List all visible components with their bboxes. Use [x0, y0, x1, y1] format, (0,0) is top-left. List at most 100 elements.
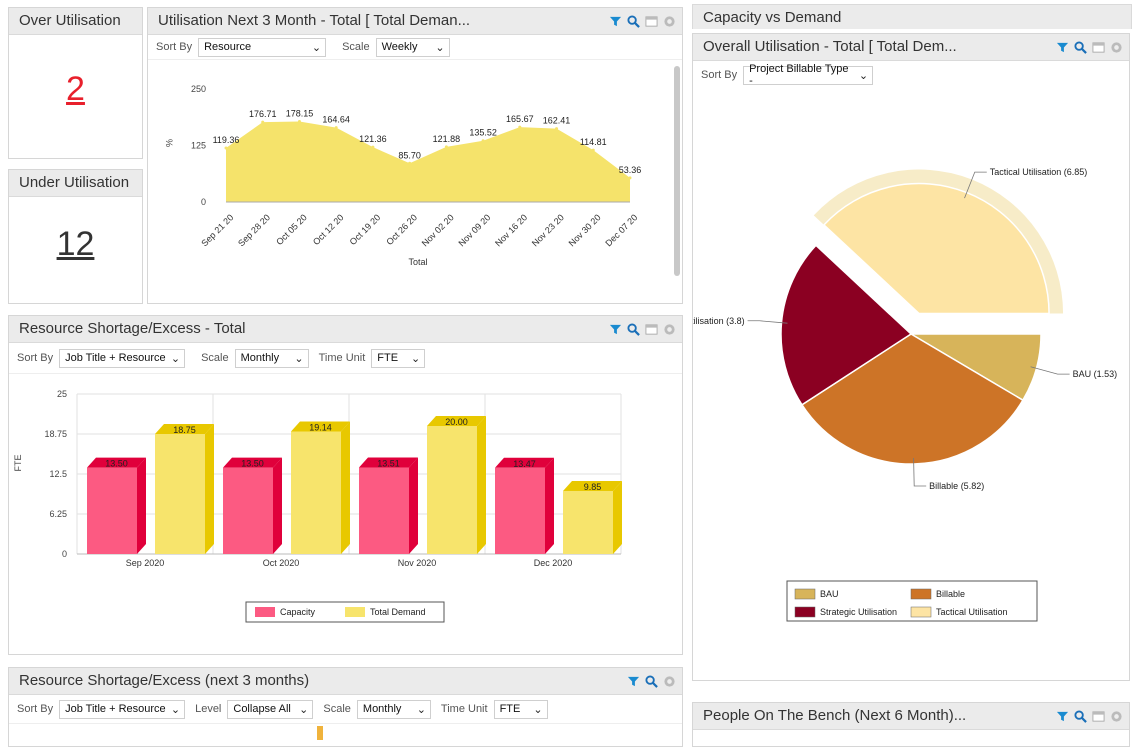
level-value: Collapse All: [233, 703, 291, 715]
window-icon[interactable]: [645, 15, 658, 28]
window-icon[interactable]: [1092, 41, 1105, 54]
capacity-vs-demand-header: Capacity vs Demand: [692, 4, 1132, 29]
sort-by-select[interactable]: Job Title + Resource ⌄: [59, 699, 186, 719]
scale-label: Scale: [342, 41, 370, 53]
bar-side: [273, 457, 282, 554]
legend-label[interactable]: Capacity: [280, 607, 316, 617]
data-point[interactable]: [408, 161, 412, 165]
legend-swatch: [910, 606, 932, 618]
settings-icon[interactable]: [1110, 41, 1123, 54]
data-label: 53.36: [619, 165, 642, 175]
bar-capacity[interactable]: [223, 467, 273, 554]
bar-side: [409, 457, 418, 554]
search-icon[interactable]: [645, 674, 658, 688]
filter-icon[interactable]: [1056, 41, 1069, 54]
legend-label[interactable]: BAU: [820, 589, 839, 599]
bar-capacity[interactable]: [87, 467, 137, 554]
x-tick-label: Oct 05 20: [274, 212, 309, 247]
scale-select[interactable]: Monthly ⌄: [356, 699, 431, 719]
data-point[interactable]: [371, 145, 375, 149]
bench-panel: People On The Bench (Next 6 Month)...: [692, 702, 1130, 747]
data-label: 114.81: [580, 137, 607, 147]
filter-icon[interactable]: [609, 323, 622, 336]
over-utilisation-title: Over Utilisation: [9, 8, 142, 35]
sort-by-value: Resource: [204, 41, 252, 53]
sort-by-select[interactable]: Project Billable Type - ⌄: [743, 63, 874, 87]
data-label: 121.36: [359, 134, 387, 144]
filter-icon[interactable]: [627, 675, 640, 688]
over-utilisation-value[interactable]: 2: [66, 70, 85, 108]
slice-label: Billable (5.82): [929, 481, 984, 491]
window-icon[interactable]: [1092, 710, 1105, 723]
search-icon[interactable]: [1074, 709, 1087, 723]
scale-select[interactable]: Weekly ⌄: [375, 37, 450, 57]
data-point[interactable]: [481, 139, 485, 143]
data-point[interactable]: [555, 127, 559, 131]
scale-select[interactable]: Monthly ⌄: [234, 348, 309, 368]
sort-by-select[interactable]: Resource ⌄: [198, 37, 327, 57]
chevron-down-icon: ⌄: [858, 69, 869, 82]
bar-total-demand[interactable]: [427, 426, 477, 554]
legend-label[interactable]: Billable: [936, 589, 965, 599]
bar-total-demand[interactable]: [291, 431, 341, 554]
data-label: 178.15: [286, 108, 314, 118]
data-point[interactable]: [334, 126, 338, 130]
settings-icon[interactable]: [1110, 710, 1123, 723]
shortage3-controls: Sort By Job Title + Resource ⌄ Level Coll…: [9, 695, 682, 724]
bar-total-demand[interactable]: [155, 434, 205, 554]
scale-value: Monthly: [240, 352, 280, 364]
x-tick-label: Nov 09 20: [456, 212, 492, 248]
x-tick-label: Nov 16 20: [493, 212, 529, 248]
shortage-controls: Sort By Job Title + Resource ⌄ Scale Mont…: [9, 343, 682, 374]
utilisation-next-controls: Sort By Resource ⌄ Scale Weekly ⌄: [148, 35, 682, 60]
data-point[interactable]: [518, 125, 522, 129]
shortage-title-text: Resource Shortage/Excess - Total: [19, 320, 246, 337]
scale-label: Scale: [323, 703, 351, 715]
x-tick-label: Oct 26 20: [384, 212, 419, 247]
bar-side: [477, 416, 486, 554]
bench-title-text: People On The Bench (Next 6 Month)...: [703, 707, 967, 724]
data-point[interactable]: [297, 119, 301, 123]
data-label: 19.14: [309, 423, 332, 433]
data-point[interactable]: [261, 120, 265, 124]
time-unit-select[interactable]: FTE ⌄: [371, 348, 426, 368]
chevron-down-icon: ⌄: [170, 703, 181, 716]
filter-icon[interactable]: [609, 15, 622, 28]
data-point[interactable]: [224, 146, 228, 150]
label-leader-line: [747, 320, 788, 324]
filter-icon[interactable]: [1056, 710, 1069, 723]
overall-utilisation-pie-chart: BAU (1.53) Billable (5.82) Utilisation (3.…: [693, 167, 1118, 622]
legend-label[interactable]: Strategic Utilisation: [820, 607, 897, 617]
data-point[interactable]: [444, 145, 448, 149]
x-tick-label: Oct 19 20: [348, 212, 383, 247]
bar-capacity[interactable]: [359, 467, 409, 554]
data-point[interactable]: [628, 176, 632, 180]
bar-capacity[interactable]: [495, 467, 545, 554]
search-icon[interactable]: [627, 14, 640, 28]
scrollbar[interactable]: [674, 66, 680, 276]
settings-icon[interactable]: [663, 323, 676, 336]
level-select[interactable]: Collapse All ⌄: [227, 699, 314, 719]
bar-side: [613, 480, 622, 554]
under-utilisation-value[interactable]: 12: [56, 225, 95, 263]
search-icon[interactable]: [1074, 40, 1087, 54]
x-tick-label: Nov 23 20: [530, 212, 566, 248]
sort-by-select[interactable]: Job Title + Resource ⌄: [59, 348, 186, 368]
window-icon[interactable]: [645, 323, 658, 336]
settings-icon[interactable]: [663, 675, 676, 688]
legend-label[interactable]: Total Demand: [370, 607, 426, 617]
settings-icon[interactable]: [663, 15, 676, 28]
time-unit-select[interactable]: FTE ⌄: [493, 699, 548, 719]
legend-label[interactable]: Tactical Utilisation: [936, 607, 1008, 617]
overall-utilisation-title: Overall Utilisation - Total [ Total Dem.…: [693, 34, 1129, 61]
slice-label: BAU (1.53): [1073, 369, 1118, 379]
bar-total-demand[interactable]: [563, 490, 613, 554]
data-label: 13.51: [377, 459, 400, 469]
chevron-down-icon: ⌄: [411, 352, 421, 365]
search-icon[interactable]: [627, 322, 640, 336]
data-point[interactable]: [591, 148, 595, 152]
bar-side: [341, 421, 350, 554]
x-tick-label: Oct 12 20: [311, 212, 346, 247]
label-leader-line: [913, 457, 927, 487]
data-label: 164.64: [322, 115, 350, 125]
